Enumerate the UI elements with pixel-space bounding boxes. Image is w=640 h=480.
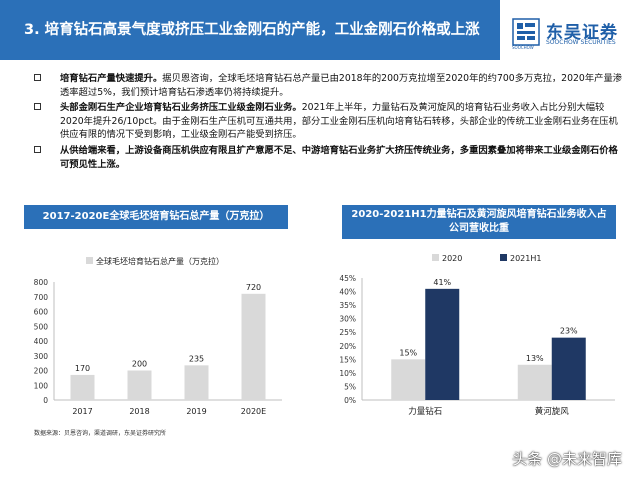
bar [184, 365, 209, 400]
bullet-item: 头部金刚石生产企业培育钻石业务挤压工业级金刚石业务。2021年上半年，力量钻石及… [34, 101, 624, 142]
bar [127, 370, 152, 400]
legend-swatch [500, 254, 507, 261]
bullet-list: 培育钻石产量快速提升。据贝恩咨询，全球毛坯培育钻石总产量已由2018年的200万… [34, 72, 624, 173]
logo-mark-caption: SOOCHOW [512, 45, 534, 50]
legend-label: 2020 [442, 254, 462, 263]
logo-name-cn: 东吴证券 [546, 23, 618, 43]
title-bar: 3. 培育钻石高景气度或挤压工业金刚石的产能，工业金刚石价格或上涨 [0, 0, 500, 60]
bar [551, 337, 586, 400]
data-label: 23% [560, 327, 578, 336]
y-tick-label: 25% [339, 328, 356, 337]
bullet-heading: 头部金刚石生产企业培育钻石业务挤压工业级金刚石业务。 [60, 102, 302, 114]
y-tick-label: 15% [339, 355, 356, 364]
y-tick-label: 0% [344, 396, 356, 405]
bullet-item: 培育钻石产量快速提升。据贝恩咨询，全球毛坯培育钻石总产量已由2018年的200万… [34, 72, 624, 99]
bullet-text: 据贝恩咨询，全球毛坯培育钻石总产量已由2018年的200万克拉增至2020年的约… [60, 73, 623, 98]
bullet-text: 2021年上半年，力量钻石及黄河旋风的培育钻石业务收入占比分别大幅较2020年提… [60, 102, 618, 141]
y-tick-label: 800 [34, 278, 49, 287]
company-logo: 东吴证券 SOOCHOW SECURITIES SOOCHOW [512, 18, 632, 50]
y-tick-label: 40% [339, 288, 356, 297]
left-chart-title: 2017-2020E全球毛坯培育钻石总产量（万克拉） [24, 205, 288, 229]
x-tick-label: 2019 [186, 407, 206, 416]
x-tick-label: 力量钻石 [408, 406, 442, 417]
data-label: 235 [189, 354, 204, 363]
data-label: 720 [246, 283, 261, 292]
legend-label: 全球毛坯培育钻石总产量（万克拉） [96, 256, 224, 266]
y-tick-label: 600 [34, 308, 49, 317]
y-tick-label: 10% [339, 369, 356, 378]
y-tick-label: 700 [34, 293, 49, 302]
x-tick-label: 黄河旋风 [535, 406, 570, 417]
y-tick-label: 100 [34, 381, 49, 390]
checkbox-bullet-icon [34, 145, 41, 153]
logo-name-en: SOOCHOW SECURITIES [546, 39, 616, 46]
data-label: 200 [132, 360, 147, 369]
data-label: 41% [433, 278, 451, 287]
y-tick-label: 30% [339, 315, 356, 324]
y-tick-label: 500 [34, 322, 49, 331]
legend-label: 2021H1 [510, 254, 541, 263]
y-tick-label: 20% [339, 342, 356, 351]
bullet-heading: 培育钻石产量快速提升。 [60, 73, 163, 84]
production-bar-chart: 全球毛坯培育钻石总产量（万克拉） 0 100 200 300 400 500 600 700 80… [34, 256, 282, 416]
checkbox-bullet-icon [34, 74, 41, 81]
legend-swatch [432, 254, 439, 261]
right-chart-title: 2020-2021H1力量钻石及黄河旋风培育钻石业务收入占公司营收比重 [342, 205, 616, 239]
bar [425, 288, 460, 400]
data-label: 170 [75, 364, 90, 373]
data-label: 15% [399, 348, 417, 357]
data-source-note: 数据来源：贝恩咨询，渠道调研，东吴证券研究所 [34, 430, 167, 437]
revenue-share-bar-chart: 2020 2021H1 0% 5% 10% 15% 20% 25% 30% 35% 40% 45% 15… [339, 254, 615, 417]
bar [70, 374, 95, 400]
checkbox-bullet-icon [34, 103, 41, 111]
bullet-item: 从供给端来看，上游设备商压机供应有限且扩产意愿不足、中游培育钻石业务扩大挤压传统… [34, 144, 624, 171]
slide-title: 3. 培育钻石高景气度或挤压工业金刚石的产能，工业金刚石价格或上涨 [24, 22, 480, 38]
logo-mark-icon [512, 18, 540, 46]
y-tick-label: 45% [339, 274, 356, 283]
y-tick-label: 300 [34, 352, 49, 361]
y-tick-label: 0 [43, 396, 48, 405]
y-tick-label: 200 [34, 367, 49, 376]
y-tick-label: 400 [34, 337, 49, 346]
x-tick-label: 2018 [129, 407, 149, 416]
watermark: 头条 @未来智库 [512, 450, 622, 468]
y-tick-label: 5% [344, 382, 356, 391]
bar [391, 359, 426, 400]
bar [241, 293, 266, 400]
data-label: 13% [526, 354, 544, 363]
bullet-heading: 从供给端来看，上游设备商压机供应有限且扩产意愿不足、中游培育钻石业务扩大挤压传统… [60, 144, 618, 170]
legend-swatch [86, 257, 93, 264]
y-tick-label: 35% [339, 301, 356, 310]
x-tick-label: 2017 [72, 407, 92, 416]
x-tick-label: 2020E [241, 407, 266, 416]
bar [517, 364, 552, 400]
